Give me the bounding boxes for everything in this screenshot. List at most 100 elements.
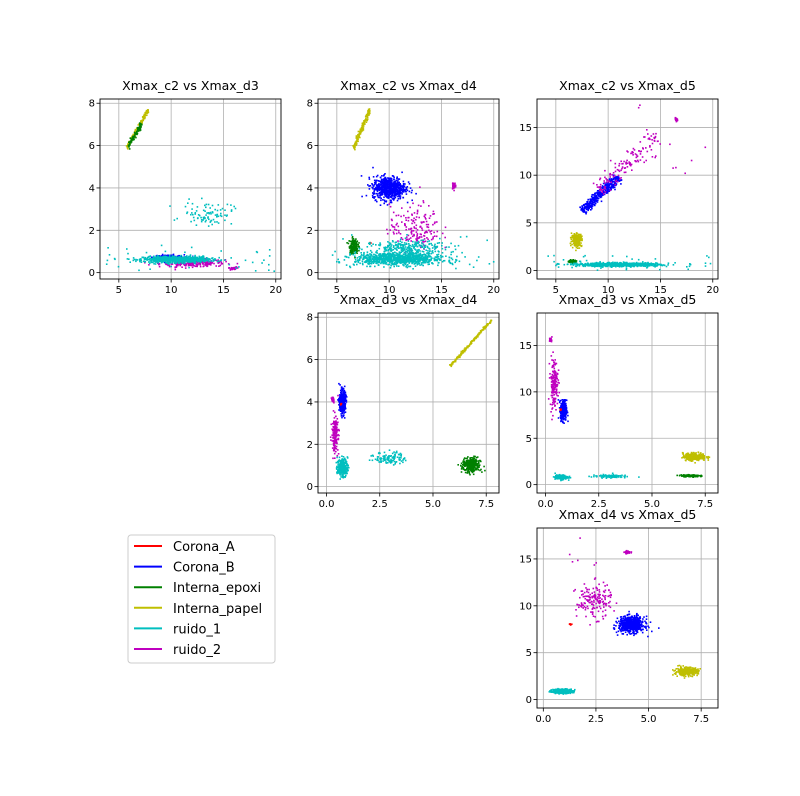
data-point: [422, 264, 424, 267]
data-point: [352, 253, 354, 256]
data-point: [381, 257, 383, 260]
data-point: [377, 187, 379, 190]
data-point: [138, 269, 140, 272]
data-point: [403, 251, 406, 254]
data-point: [434, 256, 437, 258]
data-point: [397, 178, 399, 180]
data-point: [428, 242, 431, 245]
data-point: [380, 183, 382, 186]
data-point: [602, 188, 604, 191]
data-point: [369, 265, 371, 268]
data-point: [436, 258, 438, 261]
data-point: [352, 245, 355, 248]
data-point: [571, 236, 574, 238]
data-point: [397, 214, 400, 217]
data-point: [607, 187, 609, 190]
data-point: [173, 219, 176, 221]
data-point: [577, 233, 580, 236]
data-point: [394, 188, 397, 190]
data-point: [376, 249, 378, 252]
data-point: [142, 118, 144, 120]
data-point: [390, 177, 393, 180]
data-point: [234, 266, 237, 268]
data-point: [389, 252, 392, 255]
data-point: [126, 258, 129, 260]
data-point: [208, 218, 210, 221]
data-point: [390, 224, 393, 226]
data-point: [603, 182, 606, 184]
data-point: [393, 178, 395, 180]
data-point: [639, 153, 642, 155]
data-point: [610, 178, 613, 180]
data-point: [175, 257, 177, 260]
series-Corona_B: [360, 166, 417, 206]
data-point: [376, 179, 378, 182]
data-point: [414, 262, 417, 264]
data-point: [389, 201, 392, 204]
data-point: [637, 160, 640, 163]
data-point: [133, 134, 136, 137]
data-point: [641, 156, 644, 158]
data-point: [338, 261, 340, 264]
data-point: [132, 259, 135, 262]
data-point: [417, 204, 420, 207]
data-point: [155, 261, 157, 263]
data-point: [615, 179, 618, 182]
series-Interna_papel: [352, 108, 371, 151]
data-point: [404, 246, 407, 248]
data-point: [396, 257, 398, 260]
data-point: [411, 199, 413, 202]
data-point: [188, 258, 191, 260]
data-point: [373, 261, 376, 263]
data-point: [628, 162, 630, 165]
data-point: [397, 242, 400, 245]
data-point: [421, 229, 424, 231]
data-point: [217, 204, 220, 206]
data-point: [581, 210, 584, 212]
data-point: [379, 243, 382, 246]
data-point: [351, 252, 353, 255]
data-point: [367, 184, 369, 186]
data-point: [202, 260, 205, 262]
data-point: [453, 189, 455, 192]
data-point: [160, 258, 162, 261]
data-point: [207, 216, 209, 218]
data-point: [408, 258, 411, 260]
data-point: [393, 259, 396, 261]
data-point: [397, 265, 400, 267]
data-point: [411, 245, 413, 248]
data-point: [404, 237, 407, 239]
data-point: [150, 256, 153, 259]
data-point: [374, 182, 376, 184]
data-point: [203, 216, 206, 218]
data-point: [201, 259, 204, 261]
data-point: [610, 185, 613, 188]
data-point: [160, 261, 163, 264]
data-point: [609, 265, 612, 268]
data-point: [390, 194, 393, 197]
data-point: [594, 202, 596, 204]
data-point: [360, 127, 363, 130]
data-point: [400, 243, 402, 246]
data-point: [572, 237, 575, 239]
data-point: [386, 180, 389, 183]
data-point: [591, 203, 594, 206]
data-point: [158, 260, 160, 262]
data-point: [348, 247, 351, 249]
data-point: [218, 260, 220, 262]
data-point: [410, 258, 412, 260]
data-point: [437, 264, 439, 267]
data-point: [362, 122, 364, 125]
data-point: [395, 241, 397, 243]
data-point: [371, 258, 373, 260]
data-point: [164, 260, 167, 263]
data-point: [256, 251, 259, 254]
data-point: [415, 224, 418, 227]
data-point: [575, 243, 577, 245]
data-point: [591, 205, 594, 207]
data-point: [174, 260, 177, 263]
data-point: [189, 262, 192, 264]
data-point: [416, 257, 418, 260]
data-point: [425, 249, 427, 252]
data-point: [357, 261, 360, 264]
